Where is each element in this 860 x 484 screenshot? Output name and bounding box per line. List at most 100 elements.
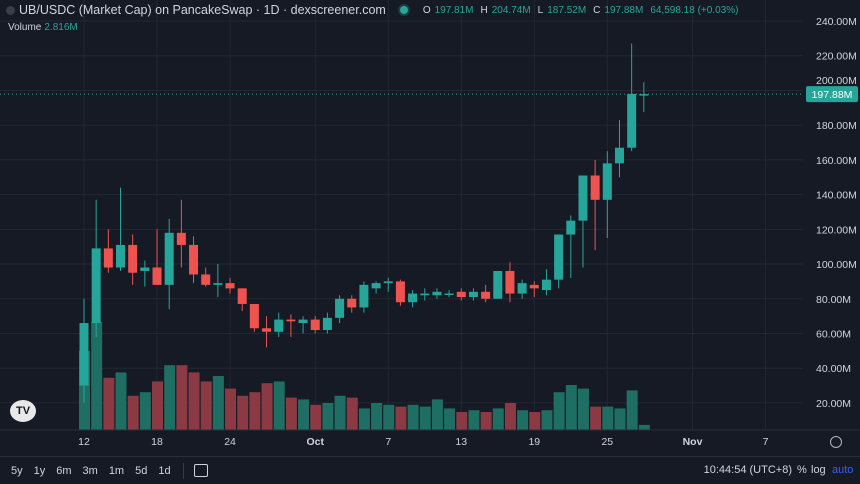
- volume-value: 2.816M: [44, 22, 78, 33]
- candle: [140, 260, 150, 287]
- volume-bar: [614, 408, 626, 430]
- candle: [578, 175, 588, 268]
- candle-body: [468, 291, 478, 298]
- candle-body: [91, 248, 101, 324]
- time-tick-label: 19: [528, 436, 540, 448]
- range-5y-button[interactable]: 5y: [11, 464, 23, 477]
- candle-body: [310, 319, 320, 331]
- time-axis[interactable]: 12 18 24 Oct 7 13 19 25 Nov 7: [78, 436, 768, 448]
- candle: [225, 277, 235, 294]
- candle-body: [286, 319, 296, 322]
- candle-body: [213, 283, 223, 285]
- volume-bar: [541, 410, 553, 430]
- volume-bar: [334, 395, 346, 430]
- candle-body: [274, 319, 284, 332]
- volume-bars: [79, 322, 650, 430]
- volume-bar: [188, 372, 200, 430]
- candle: [602, 151, 612, 238]
- volume-bar: [407, 404, 419, 430]
- candle: [201, 267, 211, 287]
- candle: [541, 269, 551, 296]
- candle: [408, 290, 418, 308]
- time-tick-label: 7: [385, 436, 391, 448]
- candle: [554, 234, 564, 289]
- candle-body: [116, 244, 126, 268]
- volume-bar: [225, 388, 237, 430]
- clock-timezone[interactable]: 10:44:54 (UTC+8): [703, 464, 792, 476]
- go-to-date-calendar-icon[interactable]: [193, 464, 208, 477]
- range-3m-button[interactable]: 3m: [82, 464, 98, 477]
- candle: [505, 262, 515, 303]
- price-tick-label: 200.00M: [816, 75, 857, 87]
- candle: [79, 298, 89, 403]
- open-value: 197.81M: [434, 4, 474, 16]
- candle-body: [602, 163, 612, 200]
- candle: [310, 316, 320, 334]
- volume-bar: [492, 408, 504, 430]
- close-label: C: [593, 4, 601, 16]
- candle: [371, 281, 381, 294]
- price-tick-label: 220.00M: [816, 51, 857, 63]
- candle-body: [517, 283, 527, 294]
- market-status-icon: [399, 6, 408, 14]
- candle: [286, 314, 296, 337]
- range-5d-button[interactable]: 5d: [135, 464, 148, 477]
- settings-gear-icon[interactable]: [830, 436, 842, 448]
- time-tick-label: 7: [763, 436, 769, 448]
- volume-bar: [298, 399, 310, 430]
- candle: [249, 303, 259, 332]
- candle: [359, 281, 369, 313]
- time-tick-label: 12: [78, 436, 90, 448]
- candle: [481, 284, 491, 303]
- candle-body: [237, 288, 247, 304]
- candle-body: [639, 94, 649, 96]
- candle-body: [298, 319, 308, 324]
- volume-bar: [103, 377, 115, 430]
- candlestick-chart[interactable]: 20.00M 40.00M 60.00M 80.00M 100.00M 120.00M 14…: [0, 0, 860, 456]
- price-tick-label: 120.00M: [816, 224, 857, 236]
- volume-bar: [504, 403, 516, 430]
- volume-bar: [626, 390, 638, 430]
- price-tick-label: 160.00M: [816, 155, 857, 167]
- candle: [614, 119, 624, 178]
- candle-body: [249, 303, 259, 329]
- volume-bar: [480, 412, 492, 430]
- candle: [383, 277, 393, 292]
- candle-body: [395, 281, 405, 303]
- candle: [432, 288, 442, 299]
- volume-bar: [285, 397, 297, 430]
- price-tick-label: 60.00M: [816, 328, 851, 340]
- price-axis[interactable]: 20.00M 40.00M 60.00M 80.00M 100.00M 120.00M 14…: [816, 16, 857, 410]
- volume-bar: [456, 412, 468, 430]
- volume-bar: [115, 372, 127, 430]
- volume-bar: [553, 392, 565, 430]
- candle: [590, 159, 600, 251]
- candle: [103, 229, 113, 273]
- volume-label: Volume: [8, 22, 42, 33]
- last-price-label: 197.88M: [812, 89, 853, 101]
- candle-body: [262, 328, 272, 332]
- low-label: L: [537, 4, 544, 16]
- candle-body: [481, 291, 491, 299]
- candle-body: [79, 323, 89, 386]
- candle-body: [103, 248, 113, 268]
- volume-bar: [565, 385, 577, 430]
- price-tick-label: 100.00M: [816, 259, 857, 271]
- auto-scale-toggle[interactable]: auto: [832, 464, 854, 476]
- time-tick-label: 13: [455, 436, 467, 448]
- price-tick-label: 20.00M: [816, 398, 851, 410]
- grid-lines: [0, 0, 803, 430]
- candle-body: [189, 244, 199, 275]
- candle-body: [128, 244, 138, 273]
- volume-bar: [237, 395, 249, 430]
- range-1m-button[interactable]: 1m: [108, 464, 125, 477]
- candle-body: [432, 291, 442, 296]
- range-6m-button[interactable]: 6m: [56, 464, 72, 477]
- range-1y-button[interactable]: 1y: [33, 464, 46, 477]
- range-1d-button[interactable]: 1d: [158, 464, 171, 477]
- volume-bar: [444, 408, 456, 430]
- percent-scale-toggle[interactable]: %: [797, 464, 807, 476]
- log-scale-toggle[interactable]: log: [811, 464, 826, 476]
- tradingview-logo-icon[interactable]: TV: [10, 400, 36, 422]
- price-tick-label: 180.00M: [816, 120, 857, 132]
